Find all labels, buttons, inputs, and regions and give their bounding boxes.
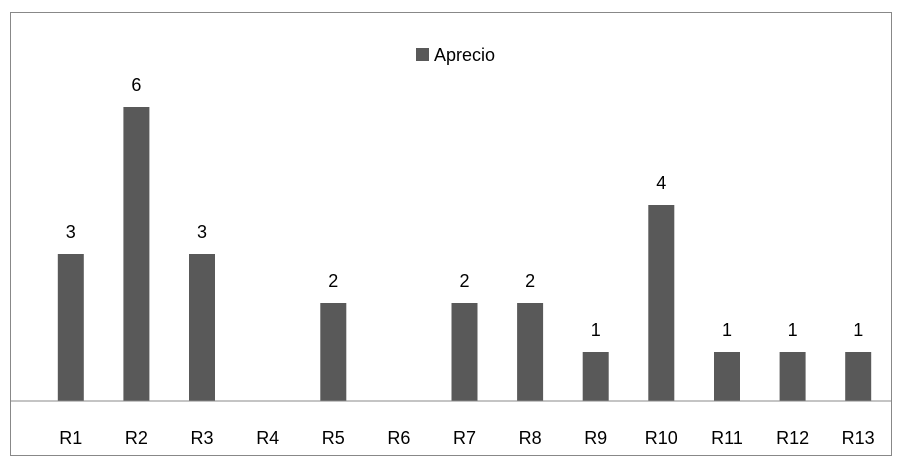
x-tick-label-r10: R10 — [645, 428, 678, 448]
bar-r2 — [123, 107, 150, 401]
data-label-r3: 3 — [197, 222, 207, 242]
data-labels: 3 6 3 2 2 2 1 4 1 1 1 — [66, 75, 863, 340]
data-label-r7: 2 — [459, 271, 469, 291]
bar-r12 — [779, 352, 806, 401]
bar-r9 — [582, 352, 609, 401]
x-tick-label-r9: R9 — [584, 428, 607, 448]
bar-chart: Aprecio R1 R2 R3 R4 R5 R6 R7 R8 R9 R10 R11 R12 R13 3… — [11, 45, 891, 448]
x-tick-label-r13: R13 — [842, 428, 875, 448]
data-label-r8: 2 — [525, 271, 535, 291]
x-tick-label-r7: R7 — [453, 428, 476, 448]
data-label-r1: 3 — [66, 222, 76, 242]
data-label-r5: 2 — [328, 271, 338, 291]
bars-group — [57, 107, 872, 401]
legend-label: Aprecio — [434, 45, 495, 65]
data-label-r11: 1 — [722, 320, 732, 340]
data-label-r2: 6 — [131, 75, 141, 95]
bar-r1 — [57, 254, 84, 401]
x-tick-labels: R1 R2 R3 R4 R5 R6 R7 R8 R9 R10 R11 R12 R13 — [59, 428, 874, 448]
x-tick-label-r4: R4 — [256, 428, 279, 448]
data-label-r13: 1 — [853, 320, 863, 340]
bar-r7 — [451, 303, 478, 401]
x-tick-label-r12: R12 — [776, 428, 809, 448]
bar-r5 — [320, 303, 347, 401]
x-tick-label-r8: R8 — [519, 428, 542, 448]
data-label-r12: 1 — [788, 320, 798, 340]
chart-frame: Aprecio R1 R2 R3 R4 R5 R6 R7 R8 R9 R10 R11 R12 R13 3… — [10, 12, 892, 456]
data-label-r9: 1 — [591, 320, 601, 340]
bar-r10 — [648, 205, 675, 401]
bar-r8 — [517, 303, 544, 401]
x-tick-label-r11: R11 — [711, 428, 743, 448]
x-tick-label-r2: R2 — [125, 428, 148, 448]
bar-r3 — [189, 254, 215, 401]
legend: Aprecio — [416, 45, 495, 65]
x-tick-label-r1: R1 — [59, 428, 82, 448]
x-tick-label-r5: R5 — [322, 428, 345, 448]
x-tick-label-r3: R3 — [190, 428, 213, 448]
legend-swatch — [416, 48, 429, 61]
x-tick-label-r6: R6 — [387, 428, 410, 448]
bar-r11 — [714, 352, 740, 401]
data-label-r10: 4 — [656, 173, 666, 193]
bar-r13 — [845, 352, 872, 401]
